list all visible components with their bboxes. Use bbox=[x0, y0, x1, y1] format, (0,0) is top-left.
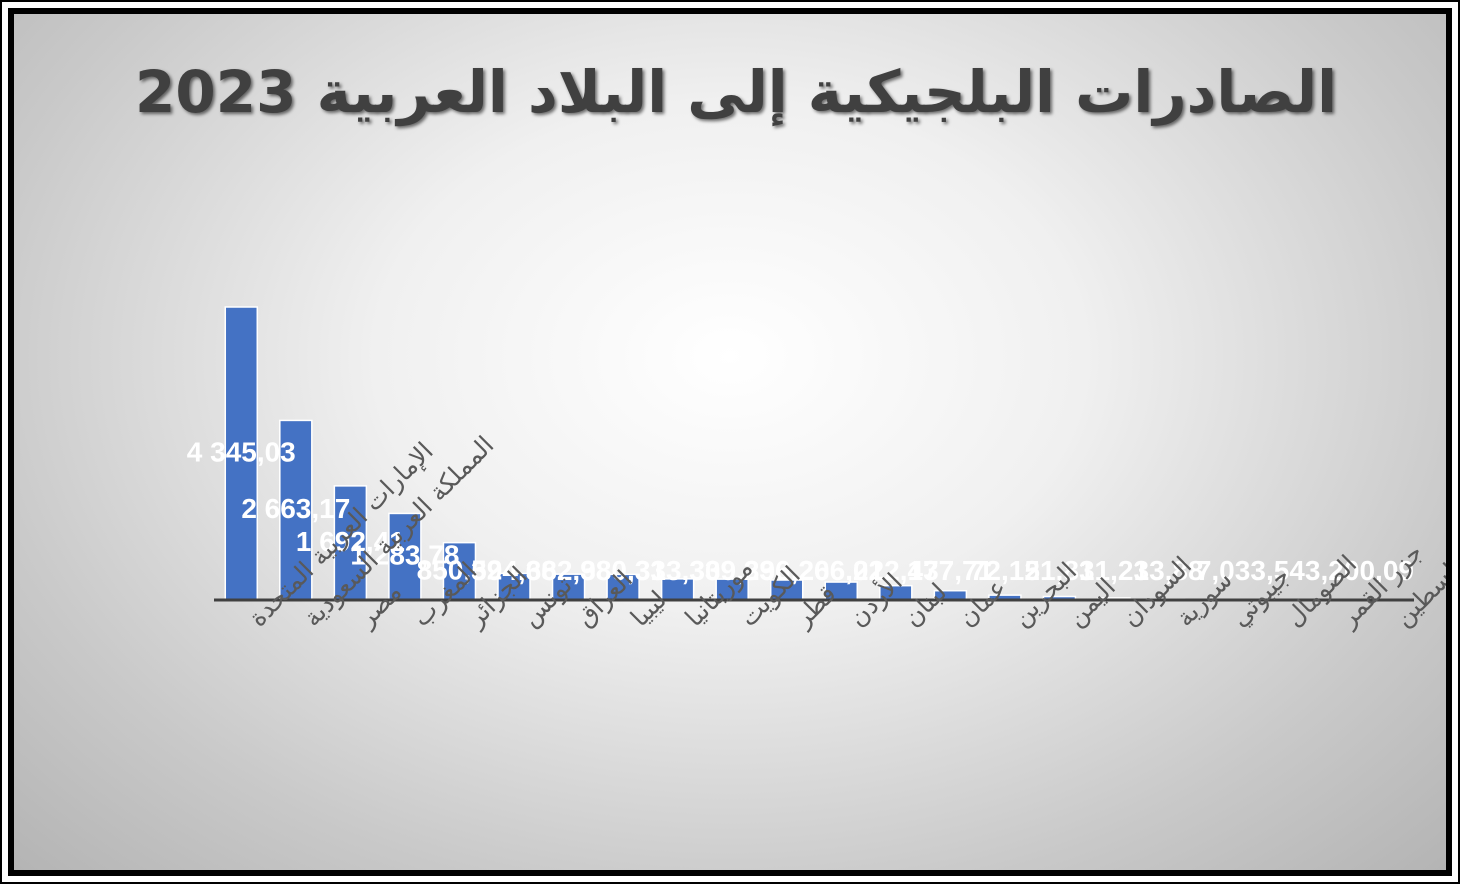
bar-5 bbox=[442, 541, 477, 601]
bar-2 bbox=[279, 419, 313, 601]
data-label-9: 313,33 bbox=[635, 555, 721, 586]
data-label-15: 72,12 bbox=[970, 555, 1040, 586]
bar-7 bbox=[551, 573, 586, 601]
data-label-12: 266,02 bbox=[798, 555, 884, 586]
data-label-11: 296,20 bbox=[744, 555, 830, 586]
data-label-7: 382,98 bbox=[526, 555, 612, 586]
chart-title: الصادرات البلجيكية إلى البلاد العربية 20… bbox=[135, 58, 1337, 126]
data-label-20: 3,54 bbox=[1250, 555, 1305, 586]
data-label-16: 51,81 bbox=[1024, 555, 1094, 586]
data-label-17: 31,23 bbox=[1079, 555, 1149, 586]
bar-6 bbox=[497, 572, 531, 601]
data-label-19: 7,03 bbox=[1196, 555, 1251, 586]
bar-8 bbox=[606, 573, 640, 601]
data-label-13: 212,47 bbox=[853, 555, 939, 586]
data-label-1: 4 345,03 bbox=[187, 437, 296, 468]
data-label-6: 394,66 bbox=[471, 555, 557, 586]
data-label-10: 309,33 bbox=[689, 555, 775, 586]
data-label-3: 1 692,41 bbox=[296, 526, 405, 557]
bar-3 bbox=[333, 485, 368, 601]
data-label-22: 0,09 bbox=[1359, 555, 1414, 586]
data-label-18: 13,88 bbox=[1134, 555, 1204, 586]
data-label-21: 3,20 bbox=[1305, 555, 1360, 586]
data-label-4: 1 283,78 bbox=[350, 540, 459, 571]
data-label-14: 137,71 bbox=[908, 555, 994, 586]
chart-area: الصادرات البلجيكية إلى البلاد العربية 20… bbox=[8, 8, 1452, 876]
data-label-2: 2 663,17 bbox=[241, 493, 350, 524]
data-label-8: 380,33 bbox=[580, 555, 666, 586]
data-label-5: 850,52 bbox=[417, 554, 503, 585]
bar-chart: 4 345,03 2 663,171 692,411 283,78850,5239… bbox=[187, 306, 1446, 634]
